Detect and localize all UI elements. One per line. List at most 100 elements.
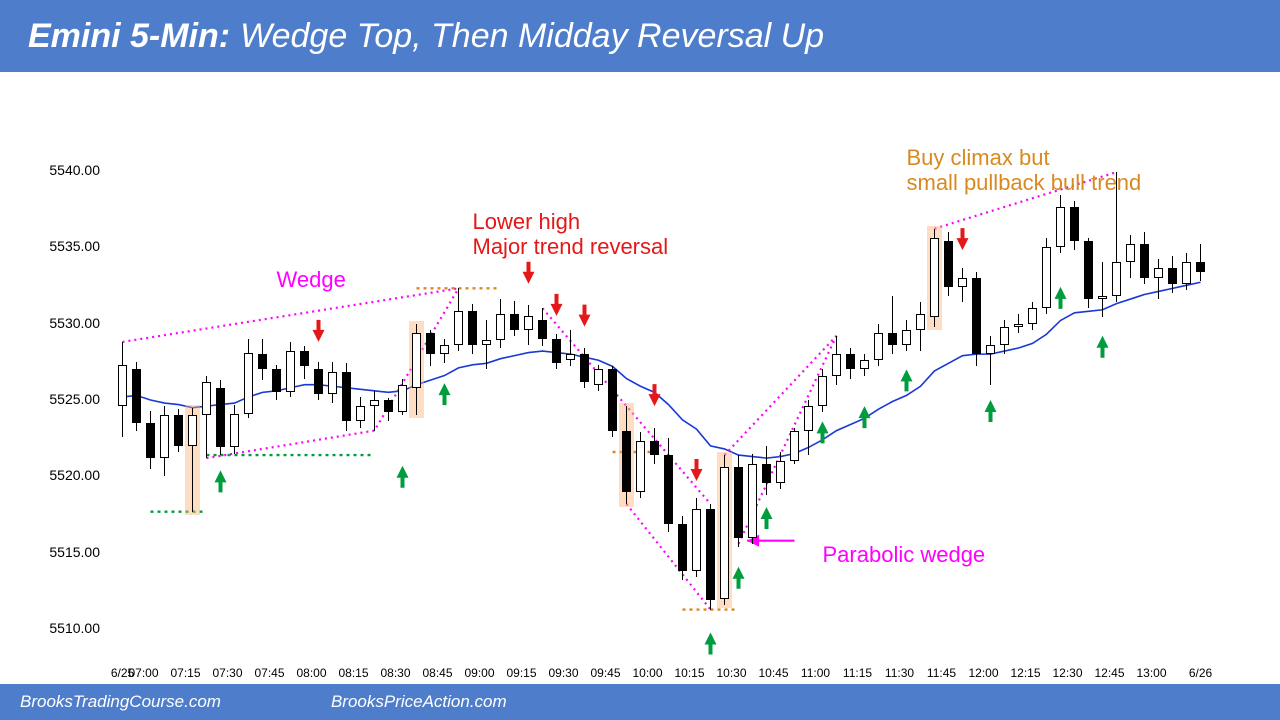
page-title-bold: Emini 5-Min: [28, 17, 230, 56]
candle-wick [374, 391, 375, 431]
candle-body [230, 414, 239, 448]
candle-body [188, 415, 197, 446]
candle-body [286, 351, 295, 392]
candle-body [510, 314, 519, 329]
candle-body [1182, 262, 1191, 283]
ema-line [123, 282, 1201, 458]
candle-body [1056, 207, 1065, 247]
green-up-arrow-icon [761, 507, 773, 529]
candle-body [580, 354, 589, 382]
green-up-arrow-icon [705, 632, 717, 654]
candle-wick [1158, 259, 1159, 299]
candle-body [314, 369, 323, 393]
candle-body [328, 372, 337, 393]
candle-wick [990, 336, 991, 385]
candle-body [860, 360, 869, 369]
x-axis-tick: 13:00 [1127, 666, 1177, 680]
chart-overlay [110, 140, 1250, 660]
annotation-parabolic: Parabolic wedge [823, 542, 986, 567]
y-axis-tick: 5530.00 [40, 315, 100, 331]
candle-body [566, 354, 575, 360]
red-down-arrow-icon [649, 384, 661, 406]
candle-body [958, 278, 967, 287]
candle-body [664, 455, 673, 524]
candle-body [804, 406, 813, 430]
candle-body [538, 320, 547, 338]
candle-wick [892, 296, 893, 354]
footer-link-right: BrooksPriceAction.com [331, 692, 507, 712]
candle-wick [486, 320, 487, 369]
red-down-arrow-icon [957, 228, 969, 250]
candle-body [370, 400, 379, 406]
candle-body [160, 415, 169, 458]
candle-body [706, 509, 715, 601]
candle-body [468, 311, 477, 345]
green-up-arrow-icon [1097, 336, 1109, 358]
candle-body [496, 314, 505, 340]
candle-body [244, 353, 253, 414]
candle-body [258, 354, 267, 369]
candle-body [356, 406, 365, 421]
chart-area: WedgeLower highMajor trend reversalBuy c… [0, 80, 1280, 680]
green-up-arrow-icon [817, 421, 829, 443]
page-title-band: Emini 5-Min: Wedge Top, Then Midday Reve… [0, 0, 1280, 72]
candle-body [524, 316, 533, 330]
candle-body [1098, 296, 1107, 299]
footer-link-left: BrooksTradingCourse.com [20, 692, 221, 712]
y-axis-tick: 5515.00 [40, 544, 100, 560]
red-down-arrow-icon [579, 305, 591, 327]
green-up-arrow-icon [1055, 287, 1067, 309]
candle-body [1196, 262, 1205, 271]
candle-body [986, 345, 995, 354]
page-title-rest: Wedge Top, Then Midday Reversal Up [240, 17, 824, 56]
candle-body [944, 241, 953, 287]
candle-body [552, 339, 561, 363]
candle-body [272, 369, 281, 392]
candle-wick [570, 330, 571, 367]
red-down-arrow-icon [551, 294, 563, 316]
annotation-wedge: Wedge [277, 267, 346, 292]
candle-body [1126, 244, 1135, 262]
candle-body [1070, 207, 1079, 241]
candle-body [972, 278, 981, 354]
candle-body [398, 385, 407, 413]
red-down-arrow-icon [313, 320, 325, 342]
candle-body [608, 369, 617, 430]
green-up-arrow-icon [439, 383, 451, 405]
y-axis-tick: 5540.00 [40, 162, 100, 178]
candle-body [1154, 268, 1163, 277]
green-up-arrow-icon [901, 369, 913, 391]
candle-body [426, 333, 435, 354]
candle-body [1140, 244, 1149, 278]
candle-body [1042, 247, 1051, 308]
annotation-lower_high: Lower highMajor trend reversal [473, 209, 669, 260]
candle-body [174, 415, 183, 446]
candle-body [1168, 268, 1177, 283]
candle-body [930, 238, 939, 318]
green-up-arrow-icon [733, 567, 745, 589]
candle-body [594, 369, 603, 384]
candle-body [216, 388, 225, 448]
candle-body [482, 340, 491, 345]
green-up-arrow-icon [985, 400, 997, 422]
footer-band: BrooksTradingCourse.com BrooksPriceActio… [0, 684, 1280, 720]
y-axis-tick: 5535.00 [40, 238, 100, 254]
candle-body [776, 461, 785, 482]
green-up-arrow-icon [215, 470, 227, 492]
candle-body [692, 509, 701, 572]
y-axis-tick: 5520.00 [40, 467, 100, 483]
candle-wick [1102, 262, 1103, 317]
candle-body [678, 524, 687, 571]
candle-body [734, 467, 743, 537]
candle-body [202, 382, 211, 416]
candle-body [636, 441, 645, 491]
candle-body [1028, 308, 1037, 323]
candle-body [412, 333, 421, 388]
candle-body [132, 369, 141, 423]
red-down-arrow-icon [691, 459, 703, 481]
candle-body [1084, 241, 1093, 299]
candle-body [342, 372, 351, 421]
y-axis-tick: 5510.00 [40, 620, 100, 636]
candle-body [832, 354, 841, 375]
candle-body [846, 354, 855, 369]
